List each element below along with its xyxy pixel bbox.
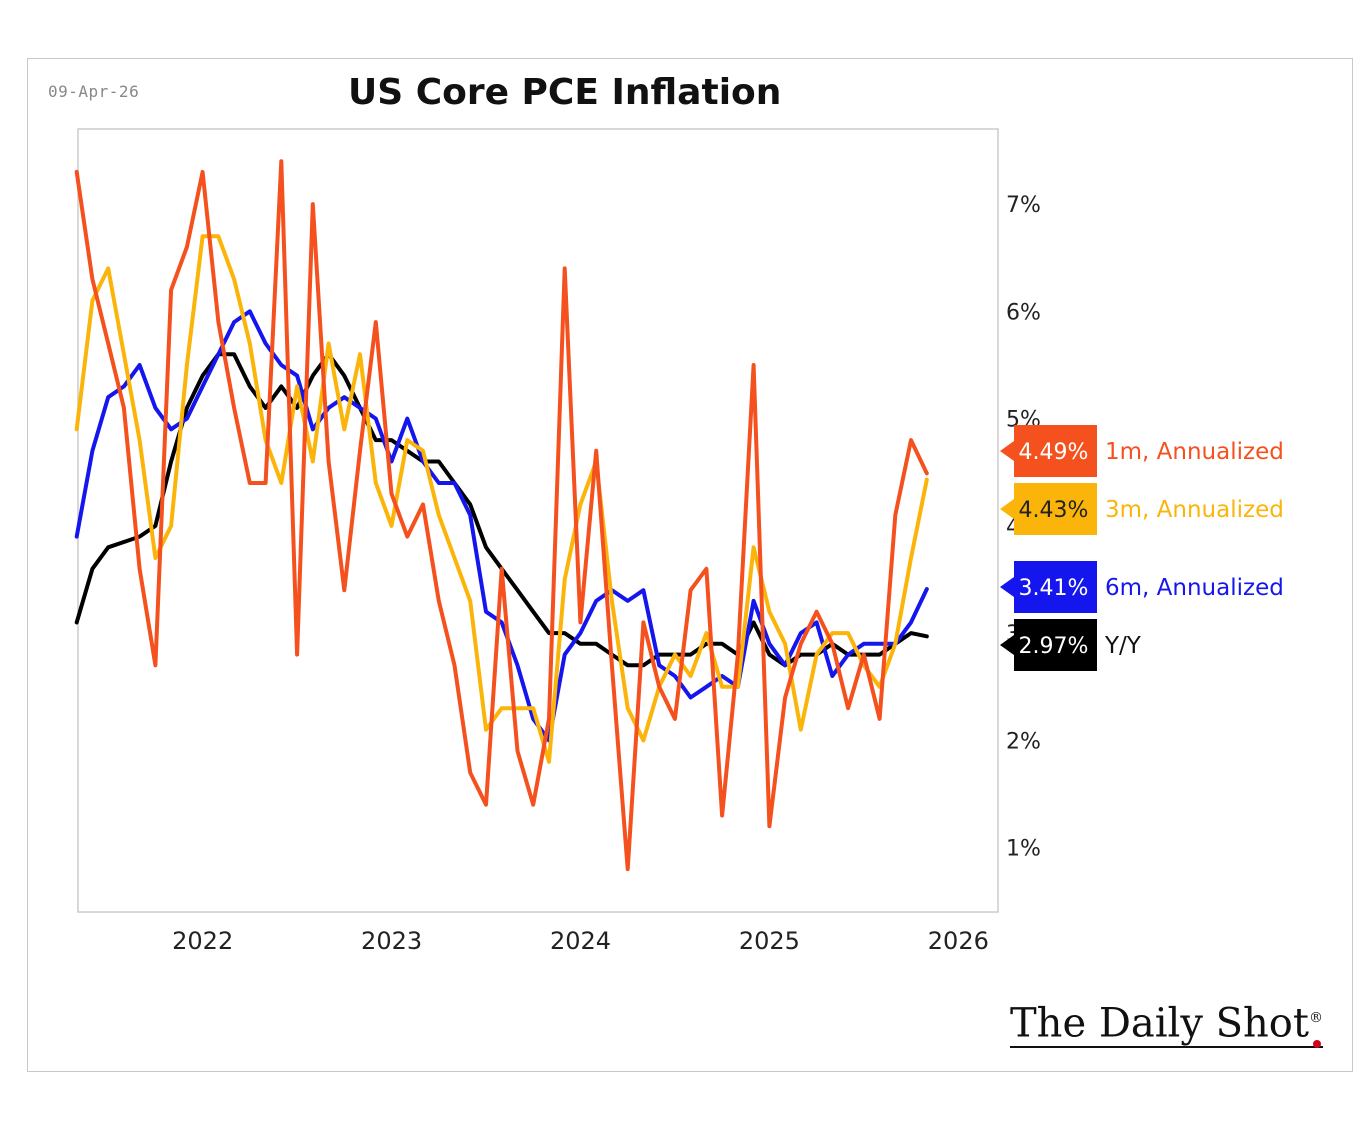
plot-area xyxy=(77,128,999,913)
brand-name: The Daily Shot xyxy=(1010,1000,1309,1047)
end-label-m1: 4.49% 1m, Annualized xyxy=(1000,425,1284,477)
y-tick-label: 6% xyxy=(1006,300,1041,325)
brand-dot-icon xyxy=(1313,1040,1321,1048)
series-line-m1 xyxy=(74,159,929,872)
x-tick-label: 2023 xyxy=(361,927,422,955)
value-label-yoy: 2.97% xyxy=(1019,634,1089,659)
value-label-m6: 3.41% xyxy=(1019,576,1089,601)
x-tick-label: 2024 xyxy=(550,927,611,955)
value-label-m1: 4.49% xyxy=(1019,440,1089,465)
x-tick-label: 2025 xyxy=(739,927,800,955)
series-name-m6: 6m, Annualized xyxy=(1105,575,1284,601)
value-box-m6 xyxy=(1000,561,1097,613)
value-label-m3: 4.43% xyxy=(1019,498,1089,523)
y-tick-label: 2% xyxy=(1006,729,1041,754)
x-tick-label: 2022 xyxy=(172,927,233,955)
y-tick-label: 7% xyxy=(1006,193,1041,218)
series-line-m3 xyxy=(74,234,929,764)
date-label: 09-Apr-26 xyxy=(48,82,140,101)
chart-title: US Core PCE Inflation xyxy=(348,72,782,113)
brand-logo: The Daily Shot® xyxy=(1010,995,1323,1049)
value-box-m3 xyxy=(1000,483,1097,535)
end-label-m3: 4.43% 3m, Annualized xyxy=(1000,483,1284,535)
series-name-m3: 3m, Annualized xyxy=(1105,497,1284,523)
brand-registered-mark: ® xyxy=(1308,1010,1323,1026)
series-line-m6 xyxy=(74,309,929,743)
series-name-yoy: Y/Y xyxy=(1104,633,1142,659)
series-name-m1: 1m, Annualized xyxy=(1105,439,1284,465)
end-label-m6: 3.41% 6m, Annualized xyxy=(1000,561,1284,613)
x-tick-label: 2026 xyxy=(928,927,989,955)
value-box-m1 xyxy=(1000,425,1097,477)
y-tick-label: 1% xyxy=(1006,837,1041,862)
value-box-yoy xyxy=(1000,619,1097,671)
end-label-yoy: 2.97% Y/Y xyxy=(1000,619,1142,671)
